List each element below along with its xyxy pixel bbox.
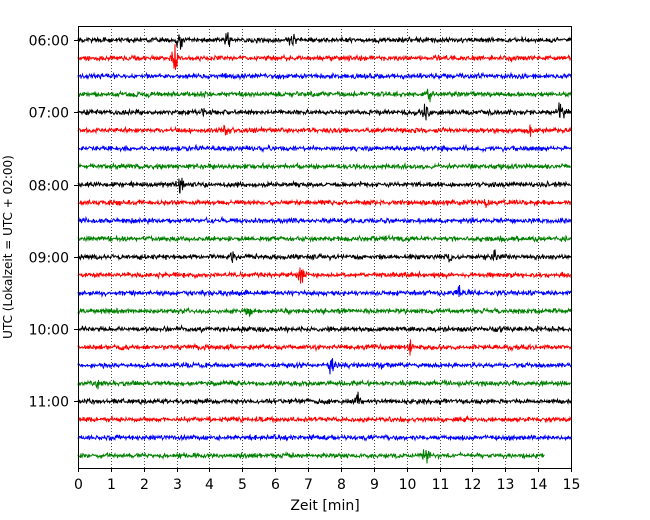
x-tick-label: 2	[140, 477, 149, 493]
seismogram-trace	[77, 143, 572, 154]
seismogram-trace	[77, 161, 571, 171]
seismogram-trace	[77, 233, 572, 243]
plot-frame	[78, 26, 572, 469]
seismogram-trace	[77, 358, 572, 375]
seismogram-trace	[77, 449, 545, 464]
seismogram-trace	[77, 324, 572, 334]
x-tick-label: 3	[173, 477, 182, 493]
x-axis-label: Zeit [min]	[290, 498, 359, 514]
y-tick-label: 09:00	[29, 251, 69, 267]
seismogram-trace	[77, 198, 572, 208]
x-tick-label: 6	[271, 477, 280, 493]
seismogram-trace	[77, 177, 572, 194]
y-tick-label: 11:00	[29, 395, 69, 411]
x-tick-label: 13	[497, 477, 515, 493]
y-axis-label: UTC (Lokalzeit = UTC + 02:00)	[1, 155, 15, 339]
y-axis-ticks: 06:00 07:00 08:00 09:00 10:00 11:00	[29, 34, 78, 411]
x-tick-label: 15	[563, 477, 581, 493]
seismogram-trace	[77, 267, 572, 284]
seismogram-trace	[77, 32, 572, 50]
x-tick-label: 0	[74, 477, 83, 493]
seismogram-trace	[77, 306, 572, 318]
seismogram-trace	[77, 391, 572, 406]
seismogram-trace	[77, 433, 572, 442]
seismogram-traces	[77, 32, 572, 464]
seismogram-trace	[77, 44, 572, 70]
seismogram-trace	[77, 124, 572, 137]
x-tick-label: 8	[337, 477, 346, 493]
x-tick-label: 1	[107, 477, 116, 493]
y-tick-label: 10:00	[29, 323, 69, 339]
x-tick-label: 4	[205, 477, 214, 493]
seismogram-trace	[77, 414, 572, 425]
x-tick-label: 11	[432, 477, 450, 493]
x-tick-label: 14	[530, 477, 548, 493]
y-tick-label: 08:00	[29, 179, 69, 195]
seismogram-trace	[77, 88, 572, 103]
x-tick-label: 12	[464, 477, 482, 493]
x-tick-label: 10	[399, 477, 417, 493]
y-tick-label: 06:00	[29, 34, 69, 50]
seismogram-trace	[77, 284, 572, 298]
x-tick-label: 5	[238, 477, 247, 493]
y-tick-label: 07:00	[29, 106, 69, 122]
x-axis-ticks: 0 1 2 3 4 5 6 7 8 9 10 11 12 13 14 15	[74, 468, 580, 493]
x-tick-label: 9	[370, 477, 379, 493]
x-tick-label: 7	[304, 477, 313, 493]
seismogram-trace	[77, 215, 572, 226]
seismogram-trace	[77, 102, 572, 121]
seismogram-trace	[77, 339, 572, 356]
seismogram-trace	[77, 71, 572, 81]
seismogram-trace	[77, 249, 572, 263]
seismogram-trace	[77, 378, 572, 390]
